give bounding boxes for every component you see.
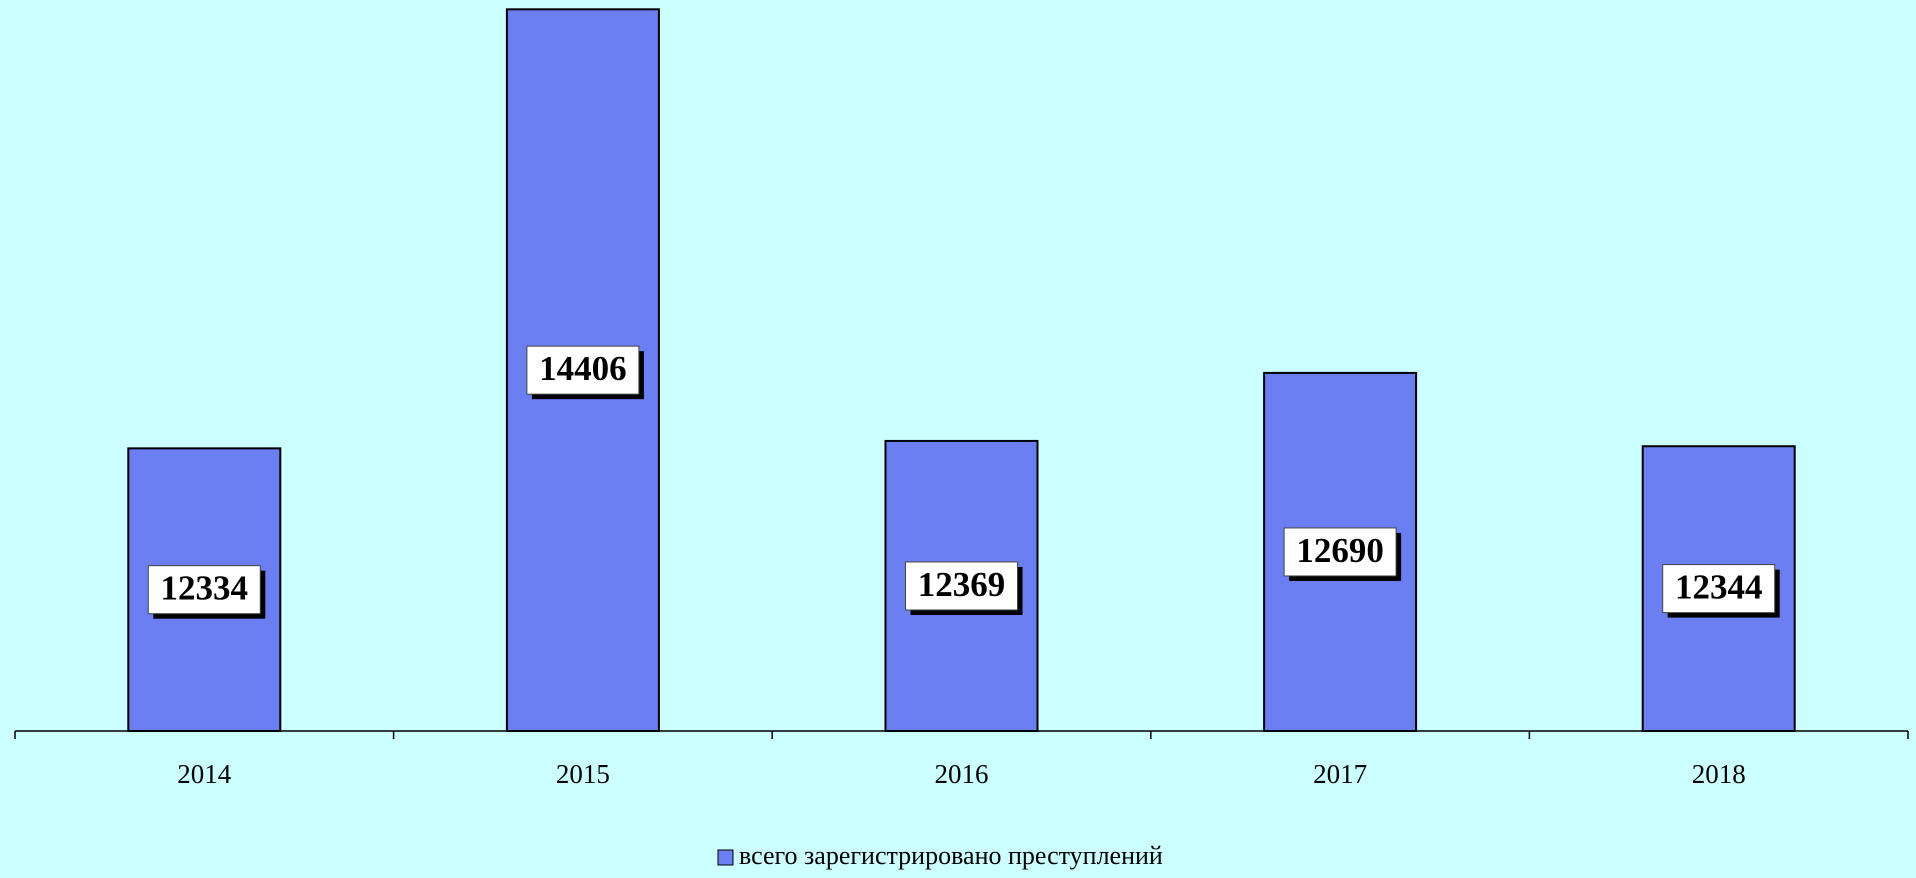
value-label-box <box>905 561 1018 611</box>
x-tick-label: 2017 <box>1313 759 1367 789</box>
value-label: 12690 <box>1296 531 1384 570</box>
x-tick-label: 2015 <box>556 759 610 789</box>
value-label-box <box>1283 527 1397 577</box>
legend-label: всего зарегистрировано преступлений <box>739 841 1163 870</box>
value-label-box <box>1662 564 1776 614</box>
value-label-box <box>147 565 261 615</box>
value-label: 12369 <box>918 565 1006 604</box>
value-label-box <box>526 345 640 395</box>
x-tick-label: 2018 <box>1692 759 1746 789</box>
value-label: 12344 <box>1675 568 1763 607</box>
x-tick-label: 2014 <box>177 759 232 789</box>
value-label: 14406 <box>539 349 627 388</box>
value-label: 12334 <box>161 569 249 608</box>
x-tick-label: 2016 <box>935 759 989 789</box>
legend-swatch <box>717 849 734 866</box>
